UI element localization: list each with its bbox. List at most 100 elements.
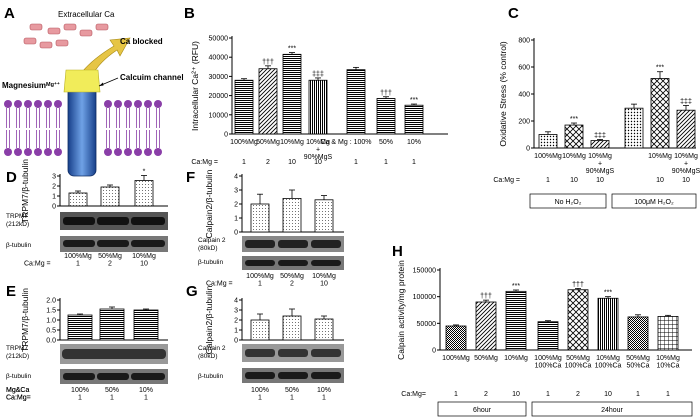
b-ratio-value: 10 xyxy=(288,159,296,166)
lipid-head xyxy=(4,148,12,156)
h-category-label: 100%Ca xyxy=(595,363,622,370)
f-bar xyxy=(314,199,334,233)
e-bar xyxy=(99,308,125,341)
h-bar xyxy=(505,290,527,351)
h-ratio-value: 2 xyxy=(484,391,488,398)
b-category-label: 10%Mg xyxy=(306,139,330,146)
calcium-channel-label: Calcuim channel xyxy=(120,73,184,82)
c-category-label: 10%Mg xyxy=(588,153,612,160)
b-bar xyxy=(258,68,278,135)
b-category-label: 10%Mg xyxy=(280,139,304,146)
lipid-head xyxy=(44,148,52,156)
h-ratio-value: 10 xyxy=(604,391,612,398)
ca-blocked-label: Ca blocked xyxy=(120,37,163,46)
b-ratio-label: Ca:Mg = xyxy=(191,159,218,166)
d-blot1-name: TRPM7 xyxy=(6,213,28,220)
lipid-tail xyxy=(6,130,10,148)
c-ratio-value: 10 xyxy=(596,177,604,184)
b-significance: *** xyxy=(410,97,418,104)
c-ratio-value: 1 xyxy=(546,177,550,184)
lipid-tail xyxy=(146,130,150,148)
b-ratio-value: 1 xyxy=(384,159,388,166)
lipid-tail xyxy=(116,130,120,148)
lipid-tail xyxy=(46,130,50,148)
e-blot1-size: (212kD) xyxy=(6,353,29,360)
membrane xyxy=(4,100,162,156)
b-significance: *** xyxy=(288,46,296,53)
lipid-tail xyxy=(156,130,160,148)
f-blot1-size: (80kD) xyxy=(198,245,218,252)
g-category-label: 100% xyxy=(251,387,269,394)
lipid-head xyxy=(114,148,122,156)
lipid-head xyxy=(124,148,132,156)
mg-symbol: Mg⁺⁺ xyxy=(46,81,60,88)
chart-c: 0 200 400 600 800 Oxidative Stress (% control… xyxy=(493,38,700,185)
b-category-label: 50%Mg xyxy=(256,139,280,146)
h-ratio-label: Ca:Mg= xyxy=(401,391,426,398)
b-y-tick-label: 10000 xyxy=(209,112,229,119)
h-y-tick-label: 100000 xyxy=(413,294,436,301)
d-category-label: 2 xyxy=(108,261,112,268)
h-category-label: 10%Mg xyxy=(656,355,680,362)
d-y-tick-label: 3 xyxy=(52,174,56,181)
f-y-tick-label: 2 xyxy=(234,202,238,209)
b-y-tick-label: 30000 xyxy=(209,74,229,81)
lipid-head xyxy=(14,100,22,108)
c-bar xyxy=(538,134,558,149)
c-category-label: + xyxy=(598,161,602,168)
f-blot1-name: Calpain 2 xyxy=(198,237,226,244)
b-category-label: 90%MgS xyxy=(304,154,333,161)
b-significance: ††† xyxy=(380,90,392,97)
b-ratio-value: 1 xyxy=(412,159,416,166)
e-blot2-name: β-tubulin xyxy=(6,373,31,380)
h-category-label: 50%Ca xyxy=(627,363,650,370)
h-bar xyxy=(537,321,559,351)
lipid-head xyxy=(144,100,152,108)
g-bar xyxy=(314,318,334,341)
e-y-tick-label: 0.0 xyxy=(46,338,56,345)
lipid-head xyxy=(154,148,162,156)
lipid-tail xyxy=(26,130,30,148)
h-y-tick-label: 0 xyxy=(432,348,436,355)
h-category-label: 50%Mg xyxy=(626,355,650,362)
h-y-tick-label: 50000 xyxy=(417,321,437,328)
calcium-ions xyxy=(23,23,109,49)
lipid-tail xyxy=(156,108,160,128)
lipid-head xyxy=(34,100,42,108)
h-bar xyxy=(657,315,679,351)
e-category-label: 10% xyxy=(139,387,153,394)
g-category-label: 1 xyxy=(322,395,326,402)
h-category-label: 100%Ca xyxy=(565,363,592,370)
d-blot2-name: β-tubulin xyxy=(6,242,31,249)
d-y-axis-label: TRPM7/β-tubulin xyxy=(20,159,30,223)
lipid-head xyxy=(54,100,62,108)
chart-f: 01234Calpain2/β-tubulin100%Mg150%Mg210%M… xyxy=(204,169,344,288)
blocked-arrow xyxy=(81,37,131,77)
e-row2-label: Ca:Mg= xyxy=(6,395,31,402)
b-bar xyxy=(234,79,254,135)
c-category-label: 10%Mg xyxy=(648,153,672,160)
chart-g: 01234Calpain2/β-tubulin100%150%110%1Mg&C… xyxy=(6,285,344,402)
e-category-label: 100% xyxy=(71,387,89,394)
lipid-tail xyxy=(136,108,140,128)
g-category-label: 50% xyxy=(285,387,299,394)
c-ratio-label: Ca:Mg = xyxy=(493,177,520,184)
d-y-tick-label: 0 xyxy=(52,204,56,211)
d-bar xyxy=(68,192,88,207)
f-blot2-name: β-tubulin xyxy=(198,259,223,266)
d-category-label: 50%Mg xyxy=(98,253,122,260)
f-category-label: 50%Mg xyxy=(280,273,304,280)
f-bar xyxy=(282,197,302,233)
c-bar xyxy=(564,124,584,149)
g-y-axis-label: Calpain2/β-tubulin xyxy=(204,285,214,354)
lipid-tail xyxy=(106,108,110,128)
h-category-label: 10%Ca xyxy=(657,363,680,370)
e-bar xyxy=(67,314,93,341)
lipid-tail xyxy=(46,108,50,128)
c-significance: ‡‡‡ xyxy=(594,132,606,139)
g-blot2-name: β-tubulin xyxy=(198,373,223,380)
g-category-label: 1 xyxy=(258,395,262,402)
e-category-label: 1 xyxy=(144,395,148,402)
d-category-label: 1 xyxy=(76,261,80,268)
